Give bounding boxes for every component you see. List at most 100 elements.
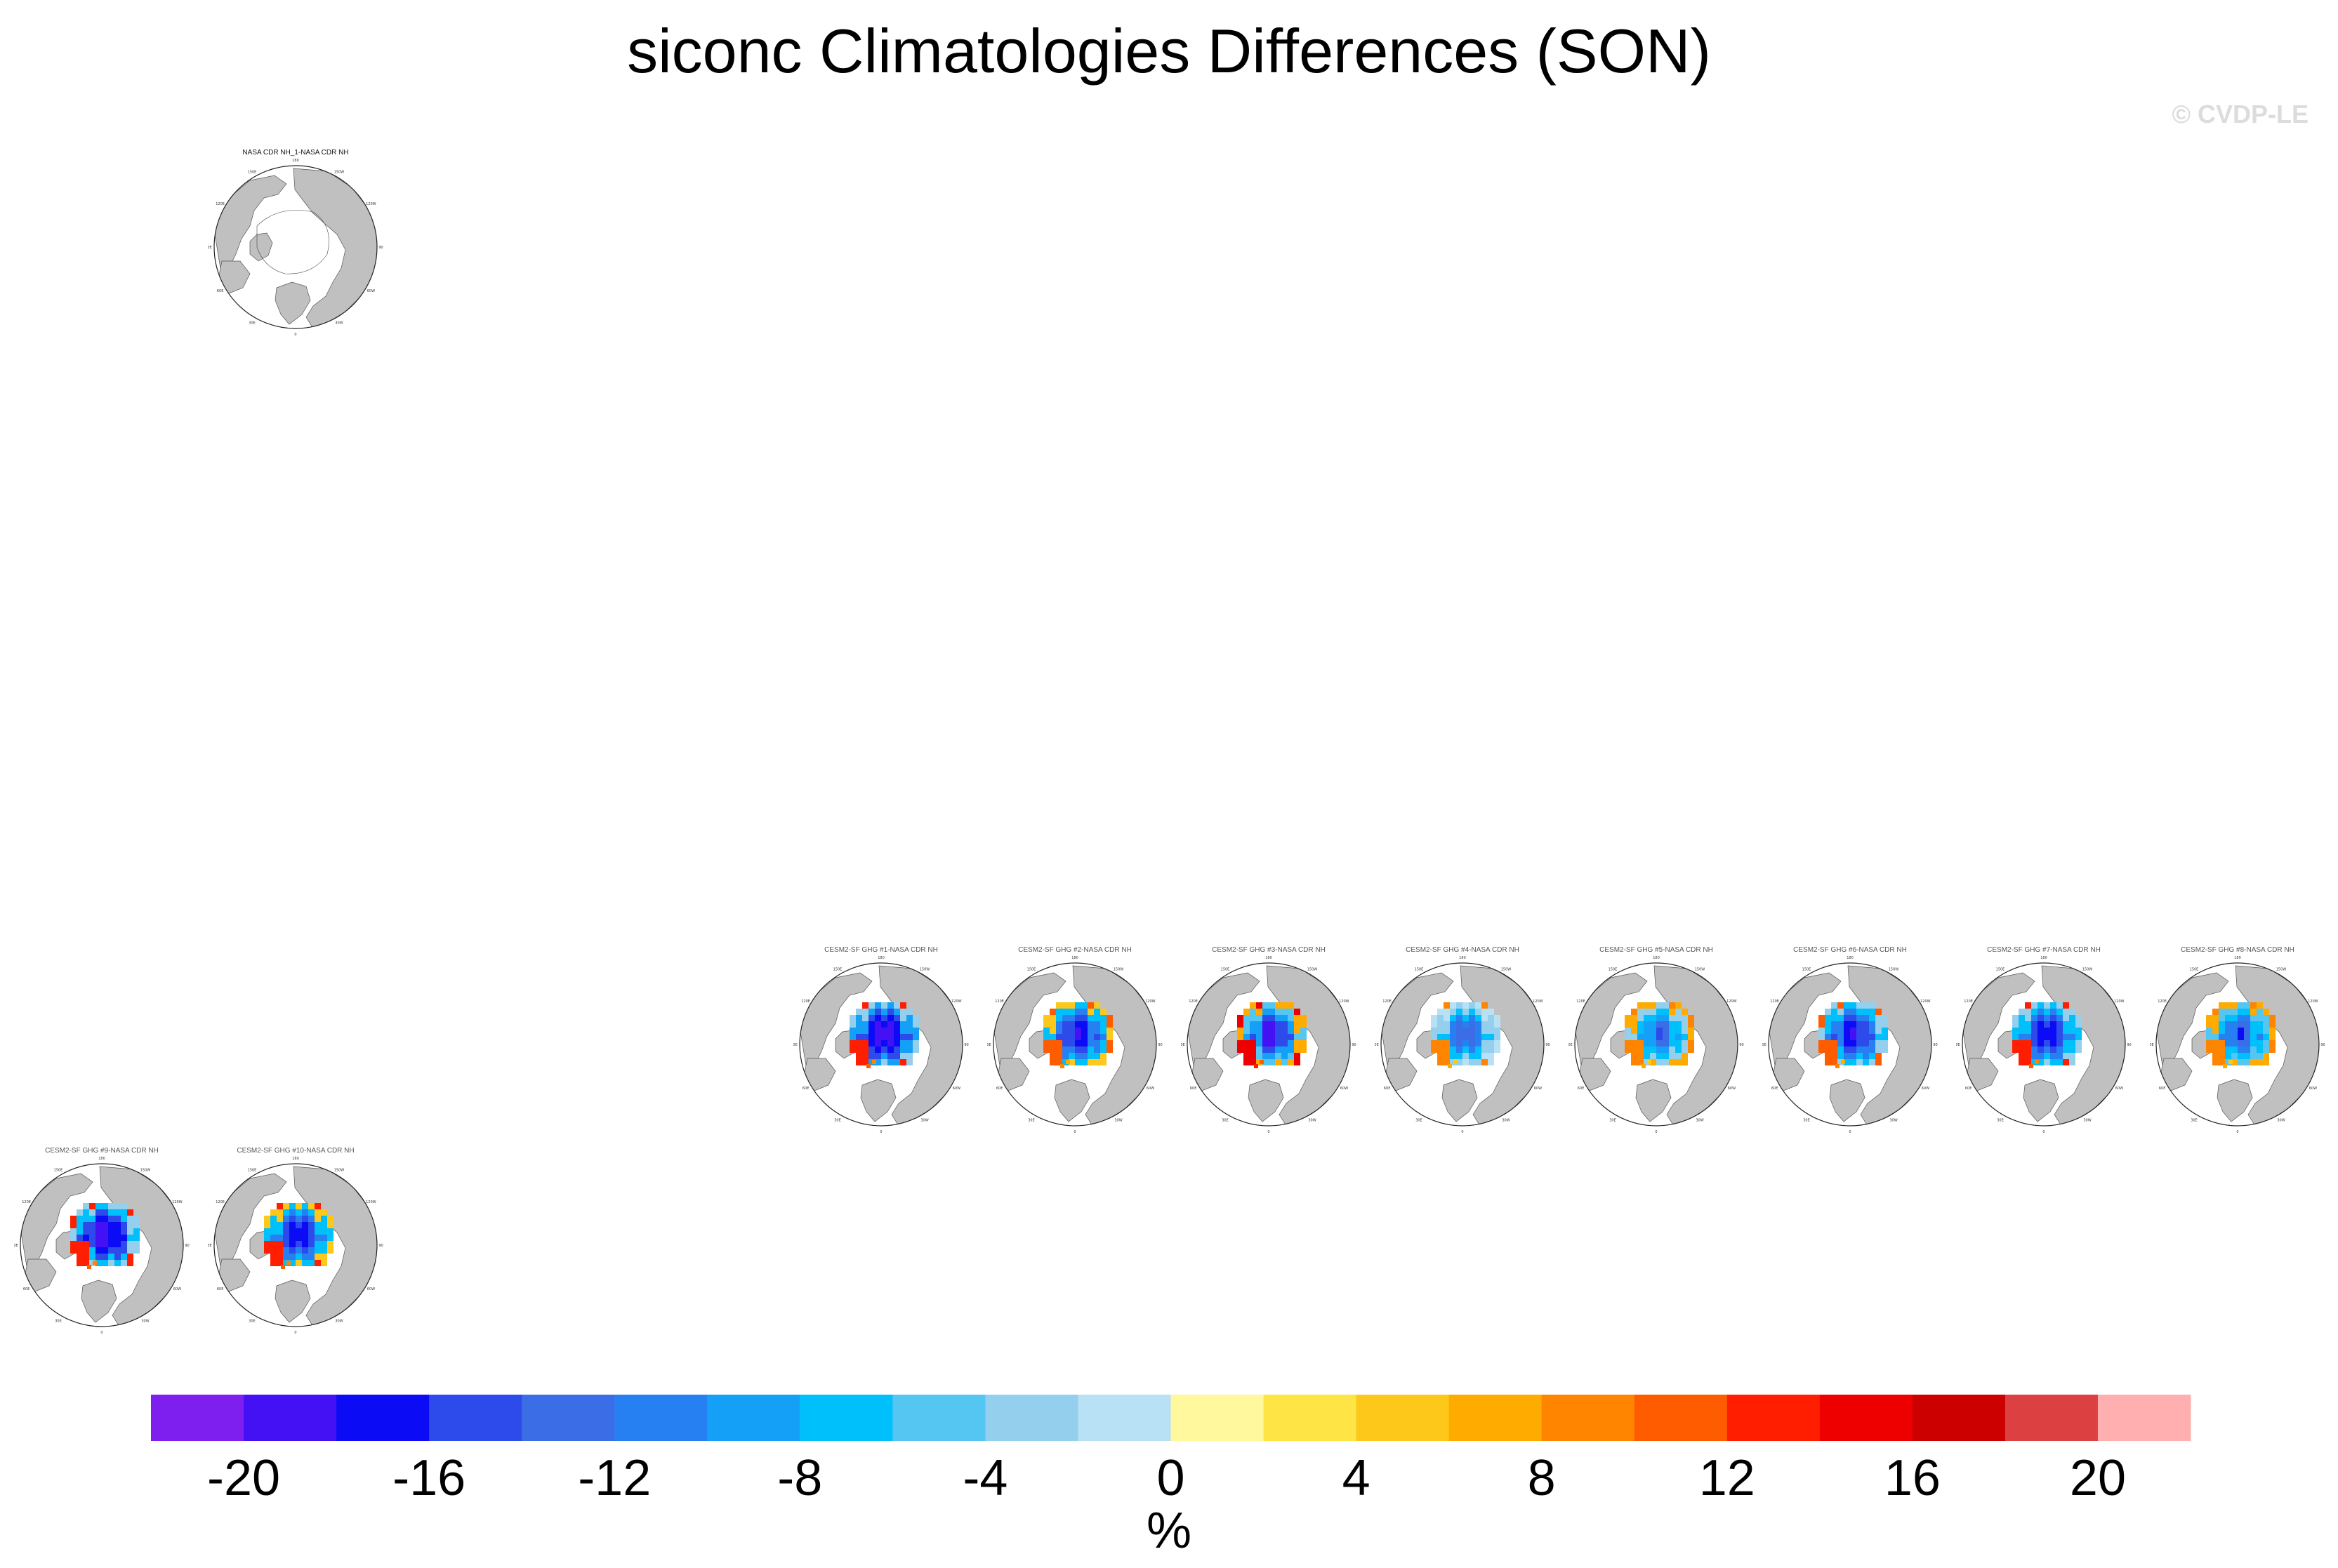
anomaly-cell [2031,1059,2038,1065]
anomaly-cell [283,1209,289,1216]
anomaly-cell [2225,1009,2231,1015]
longitude-label: 180 [1265,956,1272,960]
longitude-label: 120E [1770,999,1779,1004]
anomaly-cell [1043,1040,1050,1047]
anomaly-cell [315,1254,321,1260]
anomaly-cell [264,1216,270,1222]
anomaly-cell [1625,1034,1631,1040]
anomaly-cell [2269,1047,2276,1053]
anomaly-cell [2250,1002,2257,1009]
anomaly-cell [1850,1040,1856,1047]
anomaly-cell [1688,1021,1694,1028]
colorbar-bin [800,1395,893,1441]
anomaly-cell [1869,1015,1875,1021]
anomaly-cell [1088,1059,1094,1065]
anomaly-cell [894,1009,900,1015]
polar-map: 180 150E 120E 90E 60E 30E 0 30W 60W 90W 120W 150W [1181,956,1356,1134]
anomaly-cell [1281,1015,1288,1021]
longitude-label: 150W [1501,968,1512,972]
anomaly-cell [2038,1002,2044,1009]
map-panel-7: CESM2-SF GHG #6-NASA CDR NH 180 150E 120E 90… [1762,946,1938,1136]
anomaly-cell [2056,1015,2063,1021]
anomaly-cell [850,1021,856,1028]
anomaly-cell [2269,1040,2276,1047]
longitude-label: 0 [1655,1130,1657,1134]
anomaly-cell [1069,1015,1075,1021]
anomaly-cell [1481,1053,1488,1059]
anomaly-cell [913,1028,919,1034]
anomaly-cell [283,1247,289,1254]
anomaly-cell [2019,1040,2025,1047]
anomaly-cell [1075,1053,1081,1059]
longitude-label: 30E [55,1319,62,1323]
anomaly-cell [289,1241,296,1247]
anomaly-cell [1844,1047,1850,1053]
anomaly-cell [1669,1059,1675,1065]
anomaly-cell [1644,1059,1650,1065]
anomaly-cell [1494,1047,1500,1053]
anomaly-cell [1275,1002,1281,1009]
anomaly-cell [1488,1059,1494,1065]
anomaly-cell [1450,1059,1456,1065]
anomaly-cell [2019,1028,2025,1034]
anomaly-cell [321,1241,327,1247]
anomaly-cell [289,1209,296,1216]
anomaly-cell [302,1209,308,1216]
anomaly-cell [1069,1034,1075,1040]
anomaly-cell [1869,1009,1875,1015]
longitude-label: 120W [1145,999,1156,1004]
panel-title: CESM2-SF GHG #7-NASA CDR NH [1987,946,2101,954]
anomaly-cell [1469,1053,1475,1059]
anomaly-cell [327,1222,333,1228]
anomaly-cell [850,1034,856,1040]
anomaly-cell [1825,1009,1831,1015]
colorbar-bin [244,1395,337,1441]
anomaly-cell [1844,1002,1850,1009]
anomaly-cell [869,1028,875,1034]
anomaly-cell [1656,1021,1663,1028]
anomaly-cell [2263,1059,2269,1065]
longitude-label: 60E [23,1287,30,1291]
anomaly-cell [121,1260,127,1266]
anomaly-cell [327,1241,333,1247]
anomaly-cell [1055,1058,1059,1063]
anomaly-cell [2063,1047,2069,1053]
anomaly-cell [1081,1015,1088,1021]
anomaly-cell [83,1203,89,1209]
anomaly-cell [2206,1028,2212,1034]
longitude-label: 60W [1340,1087,1348,1091]
anomaly-cell [2063,1059,2069,1065]
anomaly-cell [121,1247,127,1254]
anomaly-cell [315,1209,321,1216]
longitude-label: 150W [1695,968,1705,972]
anomaly-cell [2269,1028,2276,1034]
anomaly-cell [1269,1047,1275,1053]
anomaly-cell [1062,1009,1069,1015]
anomaly-cell [1062,1034,1069,1040]
anomaly-cell [2056,1002,2063,1009]
anomaly-cell [1837,1040,1844,1047]
longitude-label: 150W [1889,968,1899,972]
longitude-label: 30W [335,1319,343,1323]
anomaly-cell [1069,1047,1075,1053]
anomaly-cell [2031,1028,2038,1034]
anomaly-cell [1056,1040,1062,1047]
anomaly-cell [1256,1021,1262,1028]
longitude-label: 30W [2277,1118,2285,1122]
anomaly-cell [2038,1040,2044,1047]
anomaly-cell [1262,1028,1269,1034]
anomaly-cell [77,1247,83,1254]
anomaly-cell [315,1260,321,1266]
longitude-label: 150W [1307,968,1318,972]
anomaly-cell [1469,1028,1475,1034]
anomaly-cell [1488,1015,1494,1021]
anomaly-cell [1456,1047,1462,1053]
anomaly-cell [277,1222,283,1228]
anomaly-cell [89,1222,95,1228]
anomaly-cell [1100,1021,1107,1028]
anomaly-cell [1869,1059,1875,1065]
anomaly-cell [2212,1009,2219,1015]
colorbar-bin [1263,1395,1357,1441]
anomaly-cell [2025,1002,2031,1009]
anomaly-cell [1262,1009,1269,1015]
